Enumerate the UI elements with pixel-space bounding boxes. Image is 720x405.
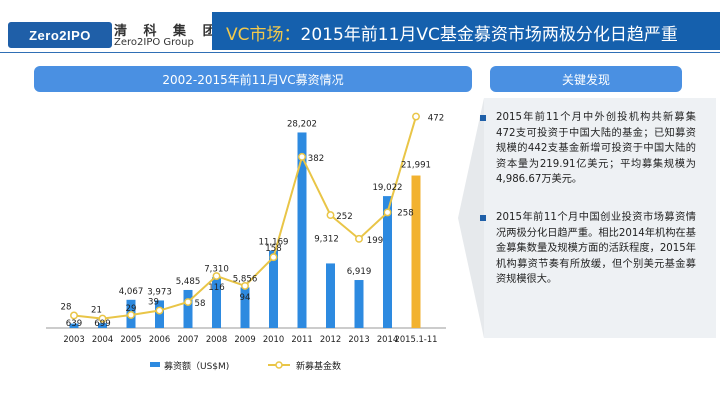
bar-value-label: 11,169 [258,238,288,248]
line-value-label: 158 [265,244,281,254]
x-tick-label: 2013 [348,334,369,344]
line-point [269,253,278,262]
bar [269,250,278,328]
bar-value-label: 6,919 [347,267,372,277]
line-point [212,272,221,280]
bar [411,175,421,328]
logo-chinese-name: 清 科 集 团 [114,24,222,39]
bar-value-label: 4,067 [119,287,144,297]
x-tick-label: 2008 [206,334,227,344]
line-value-label: 199 [367,236,383,246]
line-point [241,281,249,290]
bar-value-label: 5,485 [176,277,201,287]
line-value-label: 39 [148,298,159,308]
x-tick-label: 2010 [263,334,284,344]
title-divider [0,52,720,53]
bullet-icon [480,215,486,221]
x-tick-label: 2006 [149,334,170,344]
x-tick-label: 2014 [377,334,398,344]
finding-1: 2015年前11个月中外创投机构共新募集472支可投资于中国大陆的基金；已知募资… [480,110,696,188]
line-point [98,314,107,323]
legend-line-label: 新募基金数 [296,360,341,372]
line-value-label: 472 [428,114,444,124]
line-point [127,311,135,319]
legend-bar-swatch [150,362,160,367]
bar-value-label: 7,310 [204,264,229,274]
bar-value-label: 699 [94,319,110,329]
line-point [298,152,306,161]
bar-value-label: 639 [66,319,82,329]
bar [383,196,392,328]
bar-value-label: 28,202 [287,119,317,129]
bar-value-label: 9,312 [314,234,339,244]
line-value-label: 94 [240,293,251,303]
line-point [383,208,392,217]
bar-value-label: 19,022 [372,183,402,193]
line-value-label: 21 [91,306,102,316]
title-main: 2015年前11月VC基金募资市场两极分化日趋严重 [300,25,678,45]
x-tick-label: 2003 [63,334,84,344]
line-value-label: 258 [397,208,413,218]
logo-english-name: Zero2IPO Group [114,37,194,48]
bar [240,287,250,328]
line-value-label: 382 [308,154,324,164]
legend-bar-label: 募资额（US$M) [164,360,229,372]
line-point [184,298,192,306]
line-value-label: 116 [208,283,224,293]
bar [326,263,335,328]
finding-2: 2015年前11个月中国创业投资市场募资情况两极分化日趋严重。相比2014年机构… [480,210,696,288]
bullet-icon [480,115,486,121]
x-tick-label: 2015.1-11 [395,334,438,344]
legend-line-marker [275,361,283,369]
line-value-label: 58 [195,299,206,309]
bar [69,323,79,328]
line-point [155,306,164,315]
findings-header: 关键发现 [490,66,682,92]
bar [183,289,193,328]
line-point [355,234,363,243]
bar [297,132,307,328]
x-tick-label: 2012 [320,334,341,344]
bar [212,277,221,328]
bar-value-label: 5,856 [233,274,258,284]
finding-2-text: 2015年前11个月中国创业投资市场募资情况两极分化日趋严重。相比2014年机构… [496,212,696,286]
line-value-label: 28 [61,302,72,312]
title-bar [212,12,720,50]
x-tick-label: 2007 [177,334,198,344]
x-tick-label: 2005 [120,334,141,344]
bar-value-label: 3,973 [147,287,172,297]
findings-panel [484,98,716,338]
logo-text: Zero2IPO [29,27,91,43]
line-point [70,311,78,320]
line-value-label: 252 [336,212,352,222]
chart-header: 2002-2015年前11月VC募资情况 [34,66,472,92]
zero2ipo-logo: Zero2IPO [8,22,112,48]
line-value-label: 29 [126,304,137,314]
x-tick-label: 2009 [234,334,255,344]
finding-1-text: 2015年前11个月中外创投机构共新募集472支可投资于中国大陆的基金；已知募资… [496,112,696,186]
x-tick-label: 2004 [92,334,113,344]
findings-arrow [458,98,484,338]
line-point [412,112,420,121]
page-title: VC市场：2015年前11月VC基金募资市场两极分化日趋严重 [226,20,678,45]
x-tick-label: 2011 [291,334,312,344]
bar [354,280,364,328]
bar-value-label: 21,991 [401,161,431,171]
line-point [326,211,335,220]
title-prefix: VC市场： [226,25,301,45]
bar [98,323,107,328]
